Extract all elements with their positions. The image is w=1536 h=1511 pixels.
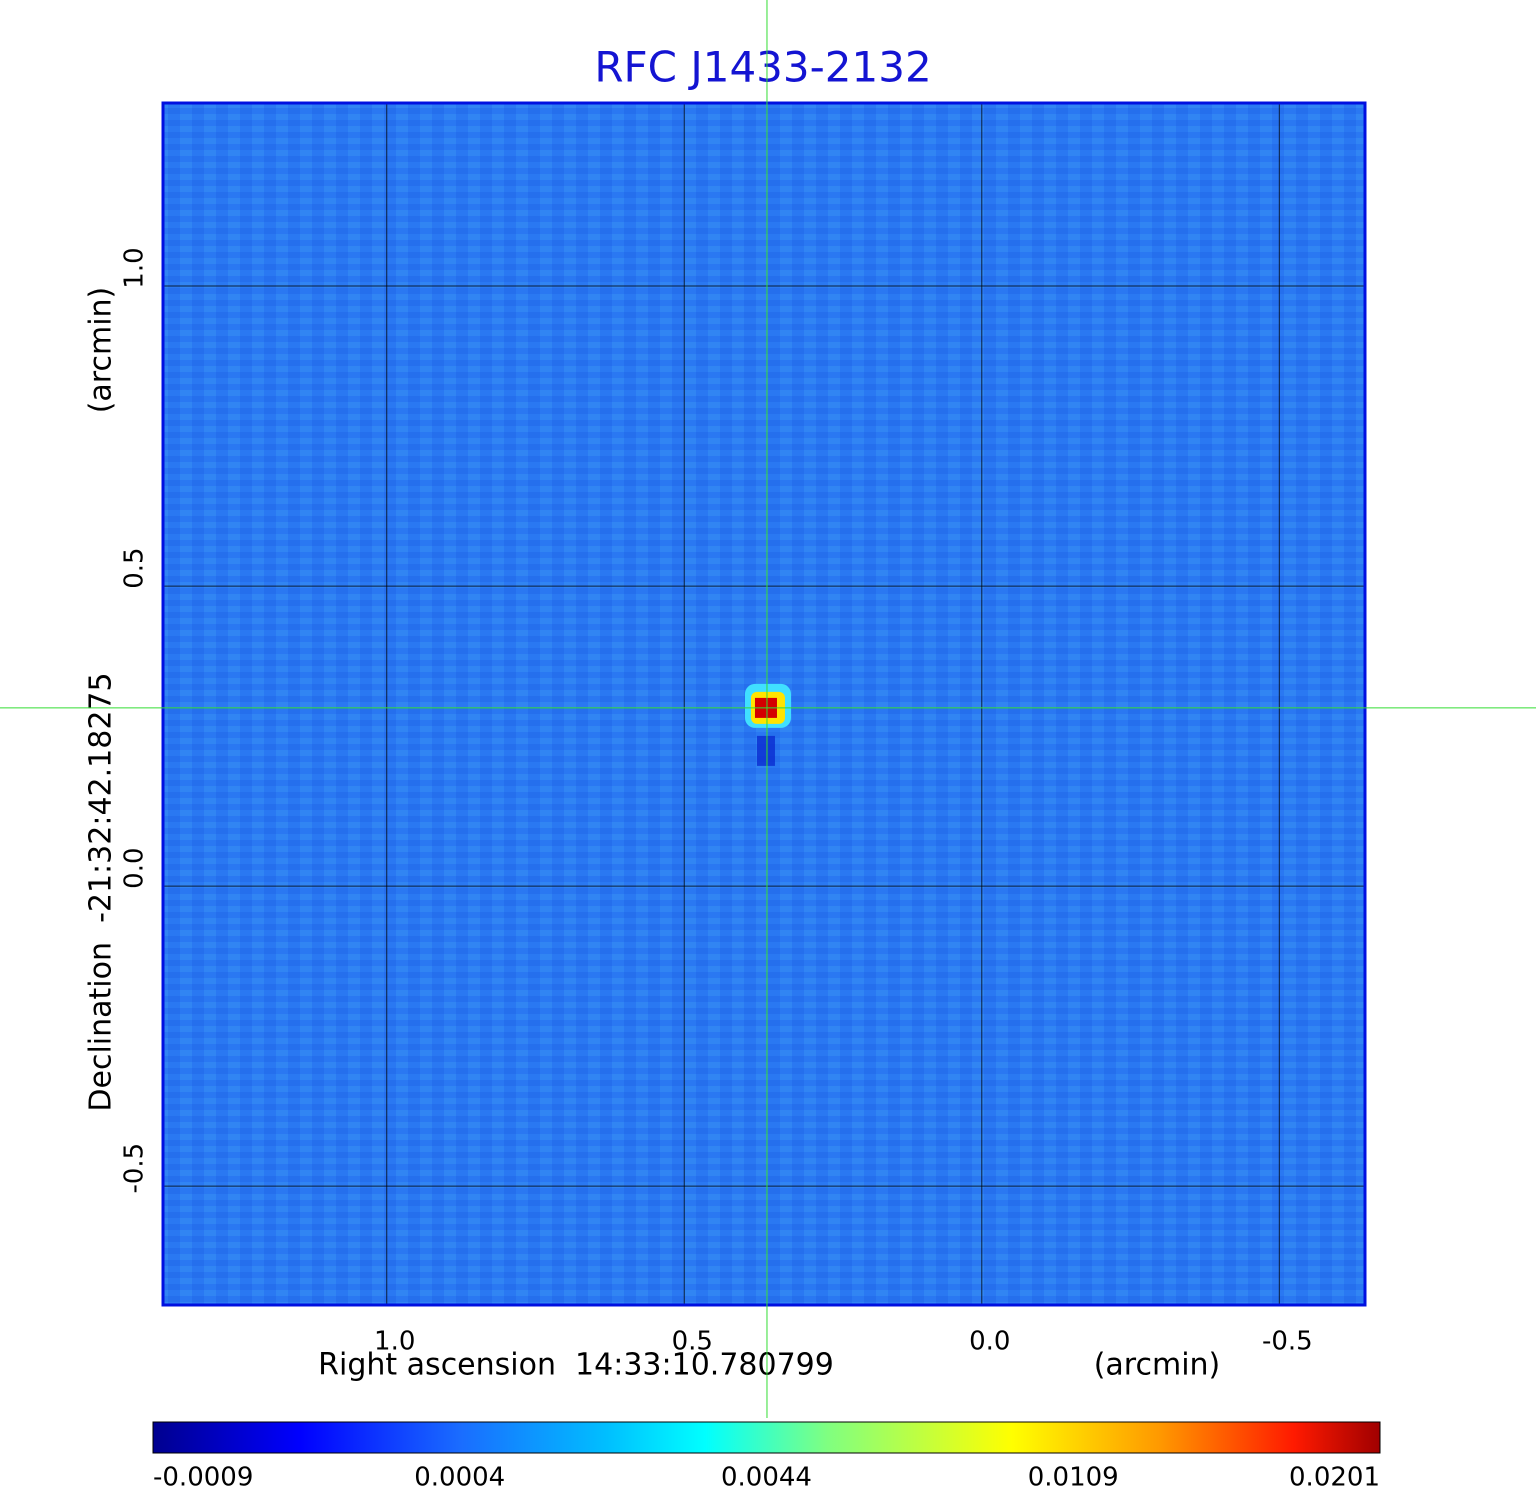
x-tick-label: 0.5: [672, 1327, 713, 1357]
colorbar-tick-label: 0.0109: [1028, 1463, 1119, 1493]
x-tick-label: -0.5: [1262, 1327, 1313, 1357]
source-sidelobe: [756, 735, 775, 766]
y-axis-unit: (arcmin): [84, 287, 119, 414]
y-tick-label: -0.5: [120, 1143, 150, 1194]
chart-title: RFC J1433-2132: [594, 43, 931, 92]
x-axis-unit: (arcmin): [1094, 1348, 1221, 1383]
colorbar-tick-label: 0.0201: [1289, 1463, 1380, 1493]
x-tick-label: 1.0: [374, 1327, 415, 1357]
colorbar-tick-label: 0.0004: [414, 1463, 505, 1493]
colorbar-tick-label: 0.0044: [721, 1463, 812, 1493]
y-tick-label: 1.0: [120, 247, 150, 288]
x-axis-label: Right ascension 14:33:10.780799: [318, 1348, 834, 1383]
x-tick-label: 0.0: [969, 1327, 1010, 1357]
colorbar: [152, 1421, 1381, 1454]
y-tick-label: 0.0: [120, 847, 150, 888]
y-axis-label: Declination -21:32:42.18275: [84, 672, 119, 1111]
colorbar-tick-label: -0.0009: [153, 1463, 253, 1493]
image-border: [161, 101, 1367, 1307]
y-tick-label: 0.5: [120, 547, 150, 588]
